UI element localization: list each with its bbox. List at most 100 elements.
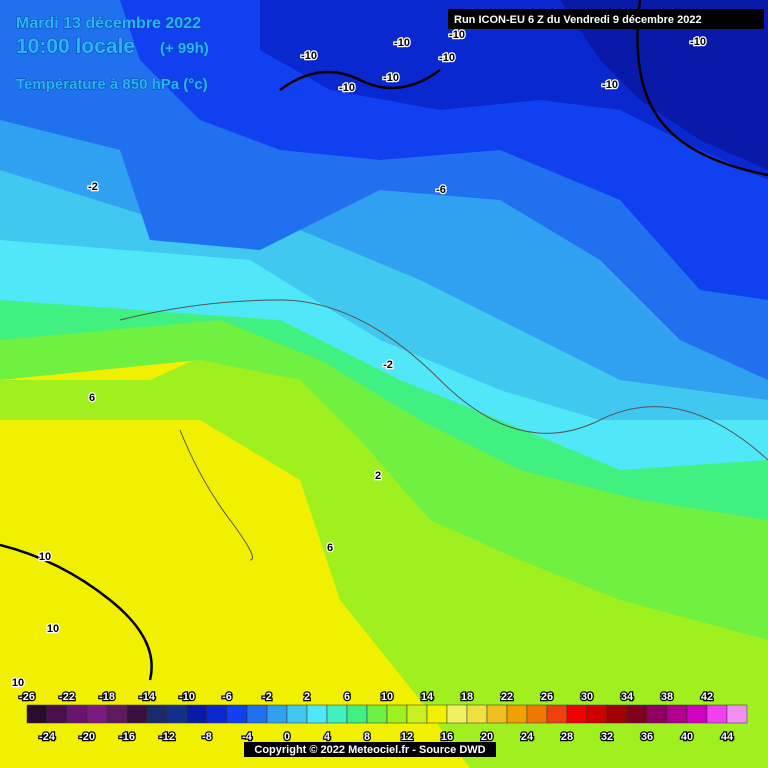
scale-label: 34 — [621, 691, 634, 703]
parameter: Température à 850 hPa (°c) — [16, 76, 208, 93]
scale-swatch — [706, 704, 728, 724]
scale-label: 26 — [541, 691, 553, 703]
scale-swatch — [686, 704, 708, 724]
isotherm-label: 10 — [39, 551, 51, 563]
time: 10:00 locale — [16, 35, 135, 58]
scale-swatch — [346, 704, 368, 724]
scale-label: 6 — [344, 691, 350, 703]
isotherm-label: -6 — [436, 184, 446, 196]
scale-swatch — [46, 704, 68, 724]
isotherm-label: 10 — [47, 623, 59, 635]
isotherm-label: -10 — [602, 79, 618, 91]
scale-label: -6 — [222, 691, 232, 703]
scale-label: 36 — [641, 731, 653, 743]
scale-swatch — [446, 704, 468, 724]
run-info: Run ICON-EU 6 Z du Vendredi 9 décembre 2… — [454, 14, 702, 26]
scale-swatch — [406, 704, 428, 724]
field-green-light — [0, 330, 768, 768]
color-scale: -26 -22 -18 -14 -10 -6 -2 2 6 10 14 18 22 26 30 34 38 42-… — [18, 690, 748, 744]
isotherm-labels: -10 -10 -10 -10 -10 -10 -10 -10 -6 -2 -2… — [11, 28, 708, 691]
scale-swatch — [126, 704, 148, 724]
scale-label: 30 — [581, 691, 593, 703]
isotherm-label: -10 — [449, 29, 465, 41]
scale-swatch — [506, 704, 528, 724]
scale-label: -26 — [19, 691, 35, 703]
scale-swatch — [486, 704, 508, 724]
isotherm-label: -10 — [383, 72, 399, 84]
lead-time: (+ 99h) — [160, 40, 209, 57]
scale-label: 14 — [421, 691, 434, 703]
scale-label: 20 — [481, 731, 493, 743]
scale-swatch — [546, 704, 568, 724]
scale-swatch — [246, 704, 268, 724]
scale-label: -8 — [202, 731, 212, 743]
isotherm-line — [279, 68, 441, 92]
scale-swatch — [266, 704, 288, 724]
scale-label: 24 — [521, 731, 534, 743]
scale-label: 10 — [381, 691, 393, 703]
isotherm-line — [636, 0, 768, 177]
scale-label: 44 — [721, 731, 734, 743]
scale-swatch — [286, 704, 308, 724]
isotherm-label: -10 — [690, 36, 706, 48]
scale-label: 2 — [304, 691, 310, 703]
scale-label: -24 — [39, 731, 56, 743]
scale-label: -10 — [179, 691, 195, 703]
isotherm-label: 2 — [375, 470, 381, 482]
scale-label: 42 — [701, 691, 713, 703]
footer-banner — [244, 742, 496, 757]
scale-label: -18 — [99, 691, 115, 703]
scale-label: -16 — [119, 731, 135, 743]
isotherm-line — [0, 543, 153, 681]
scale-label: -22 — [59, 691, 75, 703]
scale-swatch — [66, 704, 88, 724]
scale-swatch — [586, 704, 608, 724]
field-navy — [560, 0, 768, 170]
scale-swatch — [526, 704, 548, 724]
scale-swatch — [146, 704, 168, 724]
scale-label: 28 — [561, 731, 573, 743]
scale-swatch — [466, 704, 488, 724]
scale-label: 0 — [284, 731, 290, 743]
scale-swatch — [726, 704, 748, 724]
scale-swatch — [26, 704, 48, 724]
scale-swatch — [206, 704, 228, 724]
isotherm-label: -10 — [394, 37, 410, 49]
scale-swatch — [566, 704, 588, 724]
scale-swatch — [626, 704, 648, 724]
scale-swatch — [326, 704, 348, 724]
scale-swatch — [186, 704, 208, 724]
scale-swatch — [386, 704, 408, 724]
scale-swatch — [306, 704, 328, 724]
scale-swatch — [166, 704, 188, 724]
scale-label: 22 — [501, 691, 513, 703]
header: Mardi 13 décembre 2022 10:00 locale (+ 9… — [16, 9, 764, 94]
scale-label: 38 — [661, 691, 673, 703]
scale-label: 40 — [681, 731, 693, 743]
scale-swatch — [86, 704, 108, 724]
scale-label: -20 — [79, 731, 95, 743]
isotherm-label: 10 — [12, 677, 24, 689]
isotherm-label: -10 — [439, 52, 455, 64]
scale-label: -12 — [159, 731, 175, 743]
scale-swatch — [226, 704, 248, 724]
scale-swatch — [106, 704, 128, 724]
scale-label: 12 — [401, 731, 413, 743]
scale-label: -4 — [242, 731, 253, 743]
scale-label: 16 — [441, 731, 453, 743]
isotherm-label: 6 — [327, 542, 333, 554]
scale-swatch — [606, 704, 628, 724]
coastline — [179, 429, 253, 561]
scale-label: 8 — [364, 731, 370, 743]
scale-label: 4 — [324, 731, 331, 743]
isotherm-label: -2 — [88, 181, 98, 193]
run-banner — [448, 9, 764, 29]
date: Mardi 13 décembre 2022 — [16, 15, 201, 32]
isotherm-label: -10 — [301, 50, 317, 62]
scale-swatch — [426, 704, 448, 724]
scale-label: 18 — [461, 691, 473, 703]
scale-label: 32 — [601, 731, 613, 743]
